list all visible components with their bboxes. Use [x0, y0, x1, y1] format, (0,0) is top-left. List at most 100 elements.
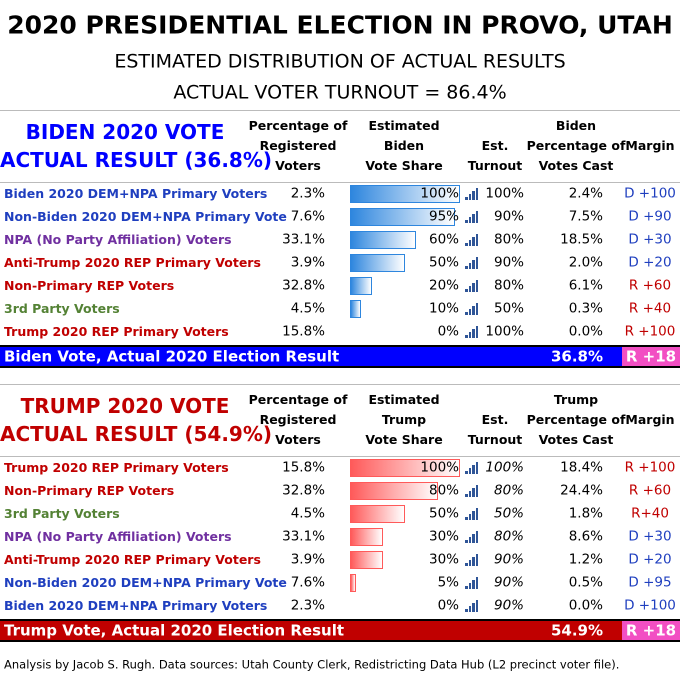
row-label: 3rd Party Voters: [4, 505, 120, 521]
turnout-icon: [475, 280, 478, 292]
share-bar: [350, 482, 438, 500]
rule: [0, 110, 680, 111]
turnout-icon: [475, 234, 478, 246]
share-label: 100%: [420, 185, 459, 202]
turnout-icon: [472, 511, 475, 520]
turnout-icon: [472, 488, 475, 497]
row-label: Biden 2020 DEM+NPA Primary Voters: [4, 597, 268, 613]
turnout: 100%: [485, 459, 524, 476]
turnout: 100%: [485, 185, 524, 202]
turnout: 90%: [493, 597, 524, 614]
turnout-icon: [472, 214, 475, 223]
share-bar: [350, 208, 455, 226]
votes-cast: 0.0%: [568, 597, 603, 614]
summary-margin-cell: [622, 345, 680, 368]
margin: D +30: [628, 231, 672, 248]
votes-cast: 0.3%: [568, 300, 603, 317]
registered: 4.5%: [290, 300, 325, 317]
votes-cast: 8.6%: [568, 528, 603, 545]
votes-cast: 1.2%: [568, 551, 603, 568]
share-label: 30%: [428, 528, 459, 545]
margin: D +95: [628, 574, 672, 591]
turnout: 100%: [485, 323, 524, 340]
turnout-icon: [465, 312, 468, 315]
registered: 15.8%: [282, 459, 325, 476]
share-label: 30%: [428, 551, 459, 568]
column-header: Margin: [625, 411, 675, 427]
turnout-icon: [475, 531, 478, 543]
footer: Analysis by Jacob S. Rugh. Data sources:…: [4, 657, 620, 672]
turnout-icon: [468, 606, 471, 612]
turnout-icon: [468, 194, 471, 200]
margin: D +20: [628, 254, 672, 271]
column-header: Registered: [259, 137, 337, 153]
summary-bar: [0, 619, 622, 642]
turnout-icon: [472, 191, 475, 200]
turnout-icon: [465, 609, 468, 612]
share-bar: [350, 551, 383, 569]
registered: 3.9%: [290, 551, 325, 568]
registered: 33.1%: [282, 528, 325, 545]
row-label: Trump 2020 REP Primary Voters: [4, 323, 229, 339]
turnout: 80%: [493, 528, 524, 545]
margin: D +100: [624, 185, 676, 202]
turnout-icon: [472, 580, 475, 589]
turnout-icon: [468, 583, 471, 589]
share-bar: [350, 505, 405, 523]
share-label: 0%: [437, 597, 459, 614]
row-label: NPA (No Party Affiliation) Voters: [4, 231, 232, 247]
turnout-icon: [475, 485, 478, 497]
turnout-icon: [475, 508, 478, 520]
margin: R +100: [624, 323, 676, 340]
column-header: Margin: [625, 137, 675, 153]
rule: [0, 456, 680, 457]
turnout-icon: [465, 517, 468, 520]
turnout-icon: [465, 471, 468, 474]
turnout-icon: [475, 303, 478, 315]
turnout: 50%: [493, 300, 524, 317]
turnout-icon: [472, 306, 475, 315]
turnout-icon: [465, 335, 468, 338]
section-heading: ACTUAL RESULT (36.8%): [0, 148, 273, 172]
title: 2020 PRESIDENTIAL ELECTION IN PROVO, UTA…: [7, 10, 673, 40]
summary-pct: 54.9%: [550, 621, 603, 640]
share-bar: [350, 528, 383, 546]
turnout-icon: [465, 563, 468, 566]
votes-cast: 18.5%: [560, 231, 603, 248]
column-header: Voters: [275, 431, 321, 447]
share-label: 0%: [437, 323, 459, 340]
votes-cast: 0.5%: [568, 574, 603, 591]
votes-cast: 0.0%: [568, 323, 603, 340]
turnout-line: ACTUAL VOTER TURNOUT = 86.4%: [173, 81, 507, 104]
margin: D +20: [628, 551, 672, 568]
share-label: 95%: [428, 208, 459, 225]
row-label: Non-Biden 2020 DEM+NPA Primary Vote: [4, 208, 287, 224]
margin: D +30: [628, 528, 672, 545]
share-label: 50%: [428, 254, 459, 271]
column-header: Vote Share: [365, 431, 443, 447]
column-header: Turnout: [467, 157, 523, 173]
column-header: Percentage of: [526, 137, 626, 153]
turnout-icon: [465, 266, 468, 269]
row-label: Non-Primary REP Voters: [4, 277, 175, 293]
turnout-icon: [472, 260, 475, 269]
turnout: 80%: [493, 231, 524, 248]
rule: [0, 384, 680, 385]
share-label: 80%: [428, 482, 459, 499]
summary-margin: R +18: [625, 621, 677, 640]
turnout: 90%: [493, 574, 524, 591]
turnout-icon: [465, 289, 468, 292]
column-header: Biden: [555, 117, 597, 133]
summary-bar: [0, 345, 622, 368]
registered: 15.8%: [282, 323, 325, 340]
column-header: Percentage of: [526, 411, 626, 427]
turnout-icon: [468, 468, 471, 474]
registered: 7.6%: [290, 574, 325, 591]
share-label: 100%: [420, 459, 459, 476]
share-bar: [350, 185, 460, 203]
turnout-icon: [465, 197, 468, 200]
votes-cast: 6.1%: [568, 277, 603, 294]
turnout-icon: [475, 462, 478, 474]
registered: 2.3%: [290, 185, 325, 202]
